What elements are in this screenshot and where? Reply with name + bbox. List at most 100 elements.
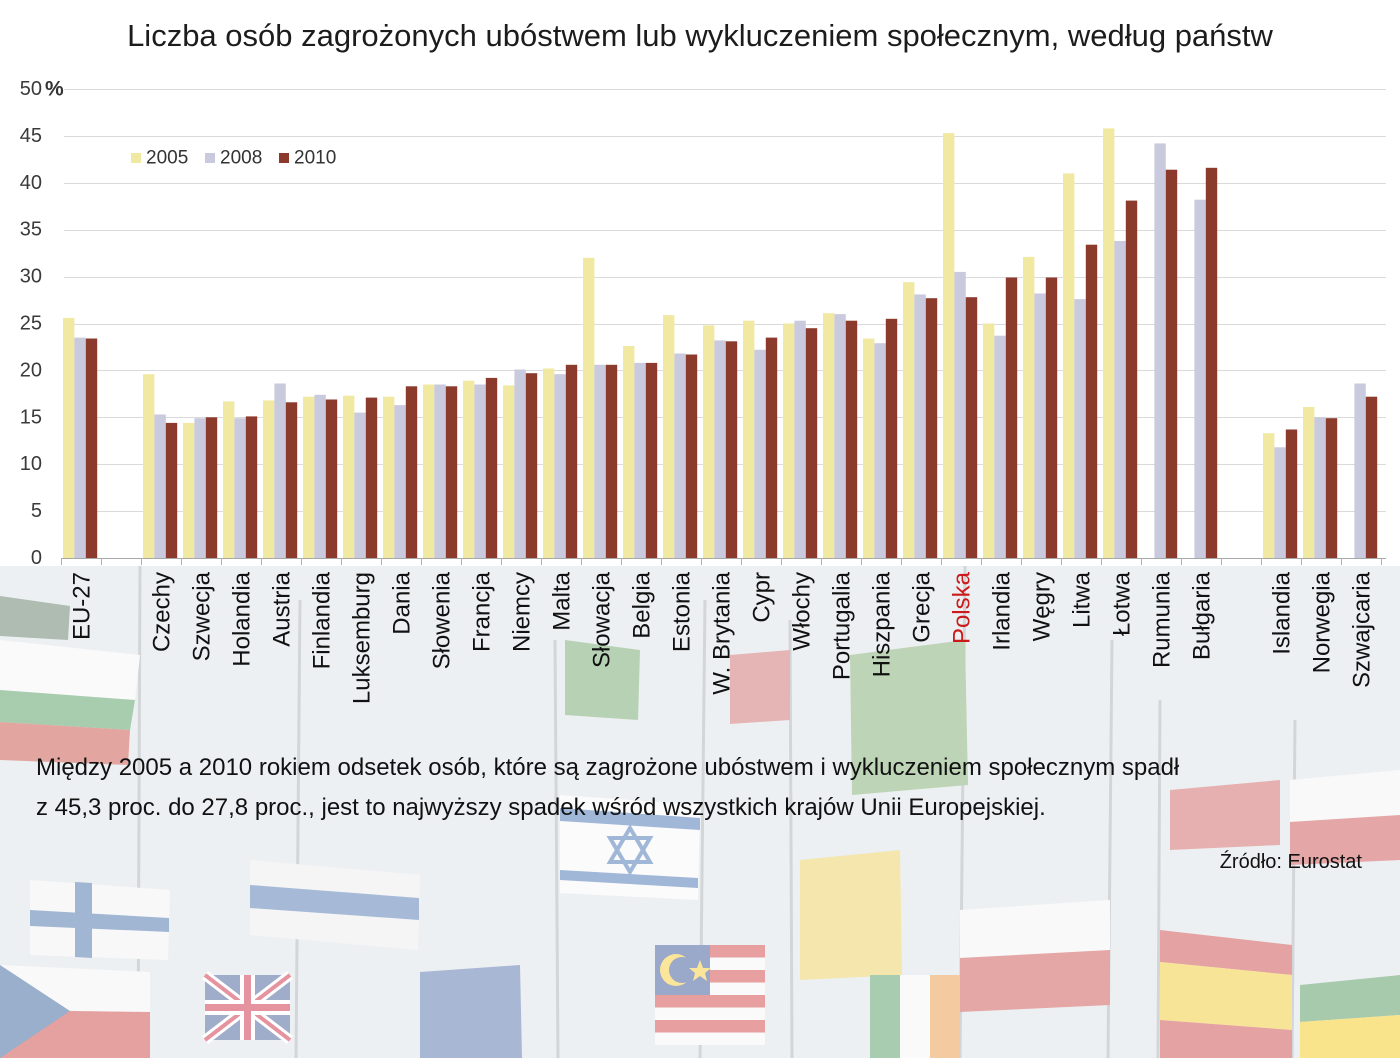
bar-2005-holandia (223, 401, 235, 558)
bar-2008-polska (954, 271, 966, 558)
x-tick-label-cypr: Cypr (749, 572, 776, 623)
bar-2010-eu-27 (85, 338, 98, 558)
y-tick-label-45: 45 (20, 125, 42, 147)
bar-2005-wegry (1023, 256, 1035, 558)
bar-2008-w-brytania (714, 340, 726, 558)
bar-2008-dania (394, 405, 406, 558)
x-tick-label-polska: Polska (949, 571, 976, 644)
x-tick-label-w-brytania: W. Brytania (709, 571, 736, 694)
x-tick-label-bulgaria: Bułgaria (1189, 571, 1216, 660)
bar-2008-holandia (234, 418, 246, 558)
bar-2005-eu-27 (63, 317, 75, 558)
y-axis-unit-label: % (45, 78, 64, 101)
bar-2005-lotwa (1103, 128, 1115, 558)
bar-2010-grecja (925, 298, 938, 558)
y-tick-label-50: 50 (20, 78, 42, 100)
bar-2008-wlochy (794, 320, 806, 558)
bar-2010-belgia (645, 362, 658, 558)
bar-2010-slowacja (605, 364, 618, 558)
bar-2010-slowenia (445, 386, 458, 558)
bar-2008-lotwa (1114, 241, 1126, 558)
bar-2005-dania (383, 396, 395, 558)
y-tick-label-35: 35 (20, 219, 42, 241)
bar-2005-portugalia (823, 313, 835, 558)
chart-note: Między 2005 a 2010 rokiem odsetek osób, … (36, 748, 1366, 828)
bar-2010-w-brytania (725, 341, 738, 558)
bar-2005-belgia (623, 346, 635, 558)
bar-2008-litwa (1074, 299, 1086, 558)
x-tick-label-portugalia: Portugalia (829, 571, 856, 680)
x-tick-label-wegry: Węgry (1029, 572, 1056, 641)
bar-2008-norwegia (1314, 417, 1326, 558)
x-tick-label-finlandia: Finlandia (309, 571, 336, 669)
bar-2005-luksemburg (343, 395, 355, 558)
x-axis: EU-27 Czechy Szwecja Holandia Austria Finland… (61, 558, 1386, 704)
bar-2005-grecja (903, 282, 915, 558)
bar-2005-w-brytania (703, 325, 715, 558)
bar-2010-rumunia (1165, 169, 1178, 558)
bar-2010-norwegia (1325, 418, 1338, 558)
x-tick-label-irlandia: Irlandia (989, 571, 1016, 650)
x-tick-label-szwajcaria: Szwajcaria (1349, 571, 1376, 688)
bar-2005-malta (543, 368, 555, 558)
legend-label: 2008 (220, 148, 262, 169)
y-tick-label-15: 15 (20, 406, 42, 428)
x-tick-label-eu-27: EU-27 (69, 572, 96, 640)
bar-2008-wegry (1034, 293, 1046, 558)
bar-2010-dania (405, 386, 418, 558)
x-tick-label-estonia: Estonia (669, 571, 696, 652)
bar-2005-polska (943, 133, 955, 558)
bar-2010-irlandia (1005, 277, 1018, 558)
x-tick-label-szwecja: Szwecja (189, 571, 216, 661)
bar-2005-slowenia (423, 384, 435, 558)
bar-2010-bulgaria (1205, 167, 1218, 559)
chart-title: Liczba osób zagrożonych ubóstwem lub wyk… (127, 18, 1273, 53)
bar-2005-wlochy (783, 323, 795, 558)
legend-label: 2005 (146, 148, 188, 169)
y-axis: 0 5 10 15 20 25 30 35 40 45 50% (20, 78, 64, 570)
bar-2008-bulgaria (1194, 199, 1206, 558)
legend-swatch (131, 153, 141, 163)
bar-2008-finlandia (314, 394, 326, 558)
y-tick-label-30: 30 (20, 266, 42, 288)
x-tick-label-rumunia: Rumunia (1149, 571, 1176, 668)
bar-2008-slowenia (434, 384, 446, 558)
note-line: Między 2005 a 2010 rokiem odsetek osób, … (36, 754, 1180, 781)
bar-2008-czechy (154, 414, 166, 558)
bar-2010-cypr (765, 337, 778, 558)
bar-2008-malta (554, 374, 566, 558)
bar-2008-szwecja (194, 418, 206, 558)
bar-2010-luksemburg (365, 397, 378, 558)
bar-2008-austria (274, 383, 286, 558)
bar-2005-islandia (1263, 433, 1275, 558)
bar-2010-finlandia (325, 399, 338, 558)
source-credit: Źródło: Eurostat (1219, 851, 1362, 873)
x-tick-label-slowenia: Słowenia (429, 571, 456, 669)
bar-2010-estonia (685, 354, 698, 558)
bar-2005-norwegia (1303, 407, 1315, 558)
x-tick-label-wlochy: Włochy (789, 572, 816, 651)
bar-2010-malta (565, 364, 578, 558)
bar-2005-szwecja (183, 422, 195, 558)
x-tick-label-holandia: Holandia (229, 571, 256, 666)
y-tick-label-20: 20 (20, 359, 42, 381)
x-tick-label-dania: Dania (389, 571, 416, 634)
bar-2010-austria (285, 402, 298, 558)
bar-2010-holandia (245, 416, 258, 558)
x-tick-label-hiszpania: Hiszpania (869, 571, 896, 677)
x-tick-label-grecja: Grecja (909, 571, 936, 642)
x-tick-label-norwegia: Norwegia (1309, 571, 1336, 673)
x-tick-label-malta: Malta (549, 571, 576, 630)
x-tick-label-litwa: Litwa (1069, 571, 1096, 628)
bar-2008-portugalia (834, 314, 846, 558)
bar-2005-hiszpania (863, 338, 875, 558)
bar-2005-litwa (1063, 173, 1075, 558)
bar-2008-francja (474, 384, 486, 558)
bar-2008-hiszpania (874, 343, 886, 558)
bar-2010-czechy (165, 422, 178, 558)
bar-2010-szwecja (205, 417, 218, 558)
bar-2010-niemcy (525, 373, 538, 558)
bar-2008-grecja (914, 294, 926, 558)
x-tick-label-lotwa: Łotwa (1109, 571, 1136, 636)
bar-2010-wegry (1045, 277, 1058, 558)
